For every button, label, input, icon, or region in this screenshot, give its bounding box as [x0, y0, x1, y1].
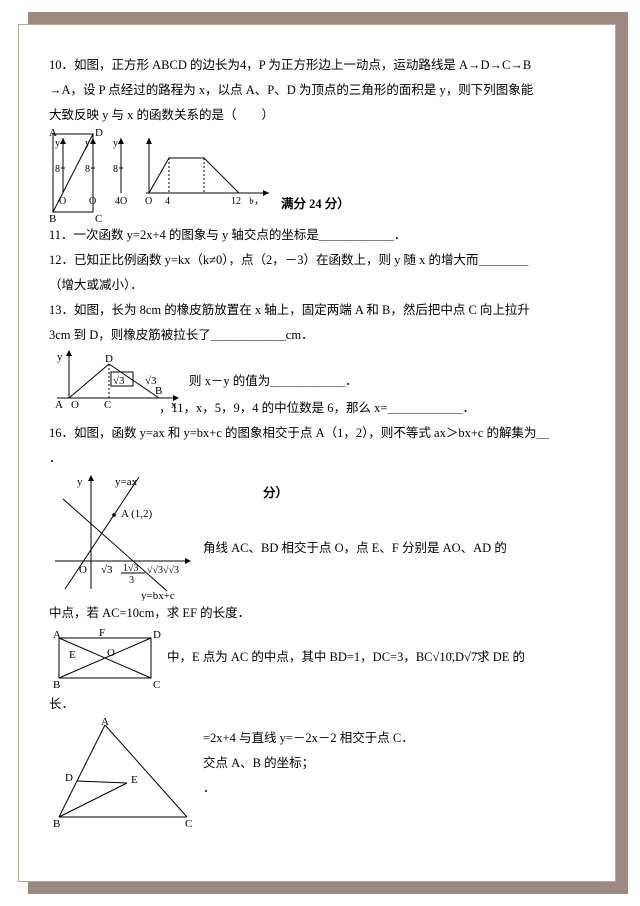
q16-diagram: y O y=ax y=bx+c A (1,2) √3 1√3 3 √√3√√3	[49, 471, 199, 601]
y3: y	[113, 138, 118, 149]
label-D: D	[95, 128, 103, 139]
twelve: 12	[231, 196, 241, 207]
eight2: 8	[85, 164, 90, 175]
d16-A: A (1,2)	[121, 508, 153, 520]
t-E: E	[131, 774, 138, 786]
t-B: B	[53, 818, 60, 827]
fen: 分）	[263, 481, 507, 506]
d13-s2: √3	[145, 375, 157, 387]
O1: O	[59, 196, 66, 207]
t-A: A	[101, 717, 109, 728]
eight1: 8	[55, 164, 60, 175]
y1: y	[55, 138, 60, 149]
label-B: B	[49, 213, 56, 223]
q10-line3: 大致反映 y 与 x 的函数关系的是（ ）	[49, 103, 585, 128]
r-B: B	[53, 679, 60, 691]
q16: 16．如图，函数 y=ax 和 y=bx+c 的图象相交于点 A（1，2），则不…	[49, 421, 585, 446]
q19c: ．	[203, 776, 414, 801]
q13b: 3cm 到 D，则橡皮筋被拉长了＿＿＿＿＿＿cm．	[49, 323, 585, 348]
q16-row: y O y=ax y=bx+c A (1,2) √3 1√3 3 √√3√√3 …	[49, 471, 585, 601]
eight3: 8	[113, 164, 118, 175]
document-page: 10．如图，正方形 ABCD 的边长为4，P 为正方形边上一动点，运动路线是 A…	[18, 24, 616, 882]
label-C: C	[95, 213, 102, 223]
tri-diagram: A D E B C	[49, 717, 199, 827]
tri-row: A D E B C =2x+4 与直线 y=－2x－2 相交于点 C． 交点 A…	[49, 717, 585, 827]
d13-y: y	[57, 351, 63, 363]
d13-O: O	[71, 399, 79, 410]
t-C: C	[185, 818, 192, 827]
d13-s1: √3	[113, 375, 125, 387]
d16-ybxc: y=bx+c	[141, 590, 175, 601]
d16-sa: √3	[101, 564, 113, 576]
d13-D: D	[105, 353, 113, 365]
O3: 4O	[115, 196, 127, 207]
q18a: 中，E 点为 AC 的中点，其中 BD=1，DC=3，BC√10̄,D√7̄求 …	[167, 645, 525, 670]
q17a: 角线 AC、BD 相交于点 O，点 E、F 分别是 AO、AD 的	[203, 536, 507, 561]
manfen: 满分 24 分）	[281, 192, 350, 217]
d13-A: A	[55, 399, 63, 410]
t-D: D	[65, 772, 73, 784]
q13-tail: 则 x－y 的值为＿＿＿＿＿＿．	[189, 369, 358, 394]
d16-fr: 1√3	[123, 563, 139, 574]
q19a: =2x+4 与直线 y=－2x－2 相交于点 C．	[203, 726, 414, 751]
q10-diagram-row: A D B C y 8 O y 8 O	[49, 128, 585, 223]
d16-y: y	[77, 476, 83, 488]
q10-line1: 10．如图，正方形 ABCD 的边长为4，P 为正方形边上一动点，运动路线是 A…	[49, 53, 585, 78]
q12b: （增大或减小）．	[49, 273, 585, 298]
q11: 11．一次函数 y=2x+4 的图象与 y 轴交点的坐标是＿＿＿＿＿＿．	[49, 223, 585, 248]
q19b: 交点 A、B 的坐标；	[203, 751, 414, 776]
O4: O	[145, 196, 152, 207]
q15-tail: ，11，x，5，9，4 的中位数是 6，那么 x=＿＿＿＿＿＿．	[159, 396, 585, 421]
r-O: O	[107, 647, 115, 659]
q12a: 12．已知正比例函数 y=kx（k≠0），点（2，－3）在函数上，则 y 随 x…	[49, 248, 585, 273]
q13a: 13．如图，长为 8cm 的橡皮筋放置在 x 轴上，固定两端 A 和 B，然后把…	[49, 298, 585, 323]
q18b: 长．	[49, 692, 585, 717]
d13-C: C	[104, 399, 111, 410]
r-E: E	[69, 649, 76, 661]
r-D: D	[153, 629, 161, 641]
q10-diagram: A D B C y 8 O y 8 O	[49, 128, 279, 223]
r-F: F	[99, 627, 105, 639]
y2: y	[85, 138, 90, 149]
rect-row: A F D E O B C 中，E 点为 AC 的中点，其中 BD=1，DC=3…	[49, 626, 585, 692]
r-A: A	[53, 629, 61, 641]
q10-line2: →A，设 P 点经过的路程为 x，以点 A、P、D 为顶点的三角形的面积是 y，…	[49, 78, 585, 103]
r-C: C	[153, 679, 160, 691]
q16-dot: ．	[49, 446, 585, 471]
four: 4	[165, 196, 170, 207]
xuan: ৳，	[249, 196, 264, 207]
d16-chain: √√3√√3	[147, 565, 179, 576]
rect-diagram: A F D E O B C	[49, 626, 167, 692]
O2: O	[89, 196, 96, 207]
d16-fr2: 3	[129, 575, 134, 586]
d16-yax: y=ax	[115, 476, 138, 488]
q17b: 中点，若 AC=10cm，求 EF 的长度．	[49, 601, 585, 626]
